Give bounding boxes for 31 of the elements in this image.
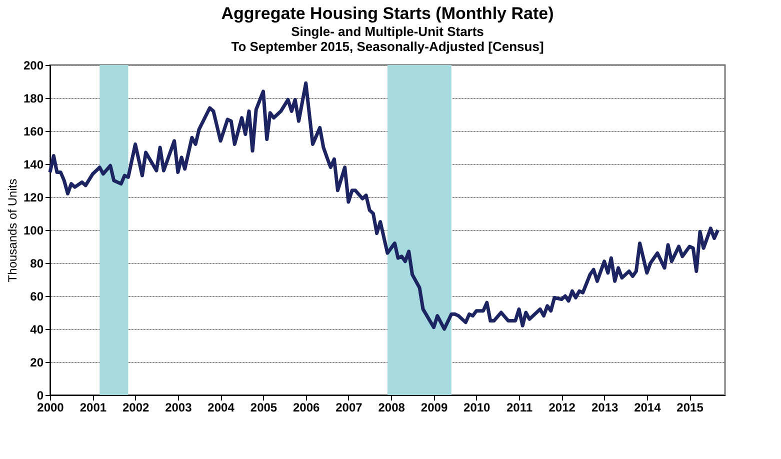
y-tick-label: 200 (23, 58, 44, 72)
y-tick-label: 80 (30, 256, 44, 270)
y-tick-label: 40 (30, 322, 44, 336)
y-tick-label: 0 (36, 388, 44, 402)
x-tick-label: 2013 (591, 400, 618, 414)
x-tick-label: 2007 (336, 400, 363, 414)
y-tick-label: 120 (23, 190, 44, 204)
x-tick-label: 2009 (420, 400, 448, 414)
x-tick-label: 2005 (250, 400, 278, 414)
y-tick-label: 180 (23, 92, 44, 106)
x-tick-label: 2006 (293, 400, 320, 414)
x-tick-label: 2000 (37, 400, 64, 414)
y-tick-label: 20 (30, 356, 44, 370)
x-tick-label: 2003 (165, 400, 192, 414)
x-tick-label: 2011 (506, 400, 533, 414)
chart-subtitle: Single- and Multiple-Unit Starts To September 2015, Seasonally-Adjusted [Census] (231, 24, 544, 54)
y-tick-label: 140 (23, 158, 44, 172)
x-tick-label: 2010 (464, 400, 491, 414)
y-tick-label: 160 (23, 124, 44, 138)
line-series (48, 81, 720, 331)
x-tick-label: 2012 (548, 400, 576, 414)
x-tick-label: 2002 (122, 400, 150, 414)
x-tick-label: 2008 (378, 400, 406, 414)
x-tick-label: 2015 (676, 400, 704, 414)
y-tick-label: 60 (30, 290, 44, 304)
x-tick-label: 2014 (634, 400, 662, 414)
y-tick-label: 100 (23, 224, 44, 238)
y-axis-title: Thousands of Units (5, 178, 20, 282)
chart-title: Aggregate Housing Starts (Monthly Rate) (221, 4, 554, 23)
x-tick-label: 2004 (208, 400, 235, 414)
x-tick-label: 2001 (80, 400, 107, 414)
